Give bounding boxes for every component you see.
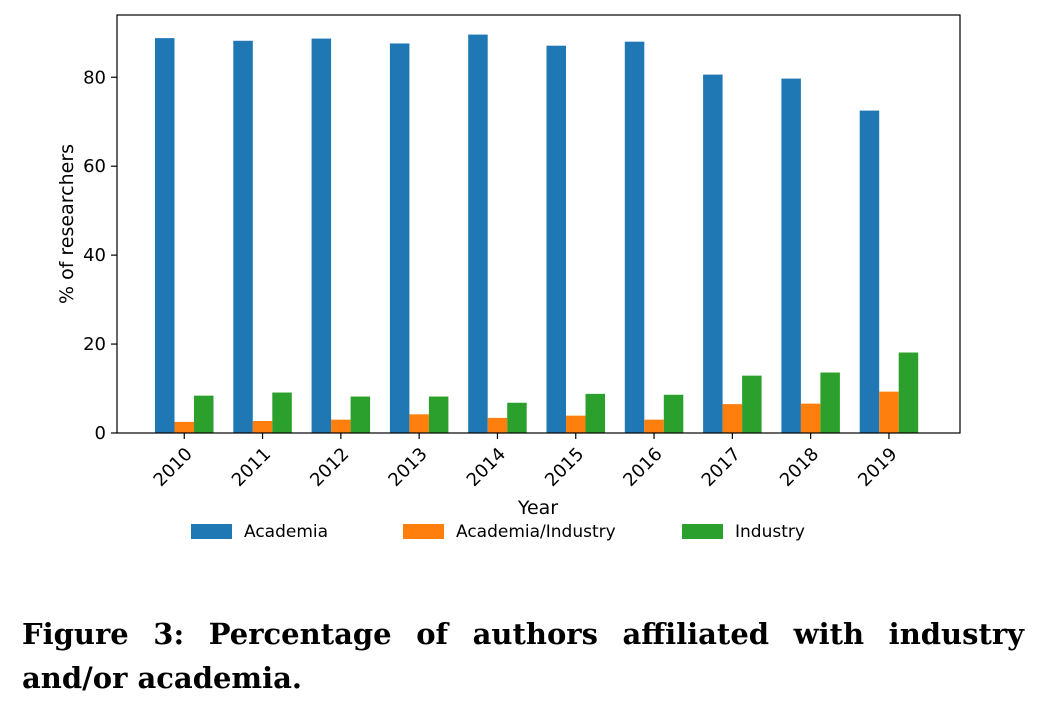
x-tick-label: 2016 xyxy=(619,444,666,491)
x-tick-label: 2018 xyxy=(776,444,823,491)
y-tick-label: 0 xyxy=(95,423,106,444)
bar-industry-2016 xyxy=(663,394,684,433)
legend-label: Academia/Industry xyxy=(456,522,616,542)
bar-academia-industry-2010 xyxy=(174,421,194,433)
y-tick-label: 80 xyxy=(83,67,106,88)
bar-academia-2018 xyxy=(781,78,801,434)
legend-label: Academia xyxy=(244,522,328,542)
bar-academia-2019 xyxy=(859,110,880,433)
bar-industry-2014 xyxy=(507,402,527,433)
bar-industry-2019 xyxy=(898,352,919,433)
bar-industry-2010 xyxy=(194,395,214,433)
bar-academia-industry-2014 xyxy=(487,417,508,433)
bar-academia-industry-2013 xyxy=(409,414,429,433)
y-tick-label: 60 xyxy=(83,156,106,177)
bar-academia-2011 xyxy=(233,40,253,433)
x-tick-label: 2013 xyxy=(384,444,431,491)
bar-industry-2015 xyxy=(585,393,605,433)
legend-swatch xyxy=(191,524,232,539)
x-tick-label: 2010 xyxy=(150,444,197,491)
bar-academia-industry-2016 xyxy=(644,419,664,433)
bar-academia-2013 xyxy=(389,43,410,434)
bar-academia-2015 xyxy=(546,45,566,433)
x-axis-ticks: 2010 2011 2012 2013 2014 2015 2016 2017 2018 2019 xyxy=(150,433,901,491)
legend-swatch xyxy=(403,524,444,539)
x-axis-label: Year xyxy=(517,497,558,519)
bar-academia-industry-2015 xyxy=(566,415,586,433)
bar-academia-industry-2011 xyxy=(252,420,273,433)
y-tick-label: 40 xyxy=(83,245,106,266)
bar-industry-2018 xyxy=(820,372,840,433)
bar-industry-2017 xyxy=(742,375,762,433)
y-axis-ticks: 0 20 40 60 80 xyxy=(83,67,117,444)
bar-academia-industry-2017 xyxy=(722,404,743,433)
x-tick-label: 2012 xyxy=(306,444,353,491)
bar-academia-2016 xyxy=(624,41,645,434)
x-tick-label: 2011 xyxy=(228,444,275,491)
y-axis-label: % of researchers xyxy=(56,144,78,304)
bar-academia-2017 xyxy=(703,74,723,434)
bar-industry-2012 xyxy=(350,396,371,433)
x-tick-label: 2015 xyxy=(541,444,588,491)
bar-academia-2012 xyxy=(311,38,332,433)
bar-academia-2014 xyxy=(468,34,488,434)
x-tick-label: 2019 xyxy=(854,444,901,491)
bar-industry-2013 xyxy=(428,396,449,433)
legend-label: Industry xyxy=(735,522,805,542)
bars-group xyxy=(155,34,919,434)
x-tick-label: 2014 xyxy=(463,444,510,491)
legend: Academia Academia/Industry Industry xyxy=(191,522,805,542)
bar-academia-industry-2018 xyxy=(800,403,821,433)
bar-industry-2011 xyxy=(272,392,292,433)
bar-academia-2010 xyxy=(155,38,175,433)
y-tick-label: 20 xyxy=(83,334,106,355)
bar-academia-industry-2019 xyxy=(879,391,899,433)
x-tick-label: 2017 xyxy=(698,444,745,491)
bar-academia-industry-2012 xyxy=(331,419,351,433)
figure-caption: Figure 3: Percentage of authors affiliat… xyxy=(22,617,1024,695)
plot-frame xyxy=(116,14,961,434)
legend-swatch xyxy=(682,524,723,539)
